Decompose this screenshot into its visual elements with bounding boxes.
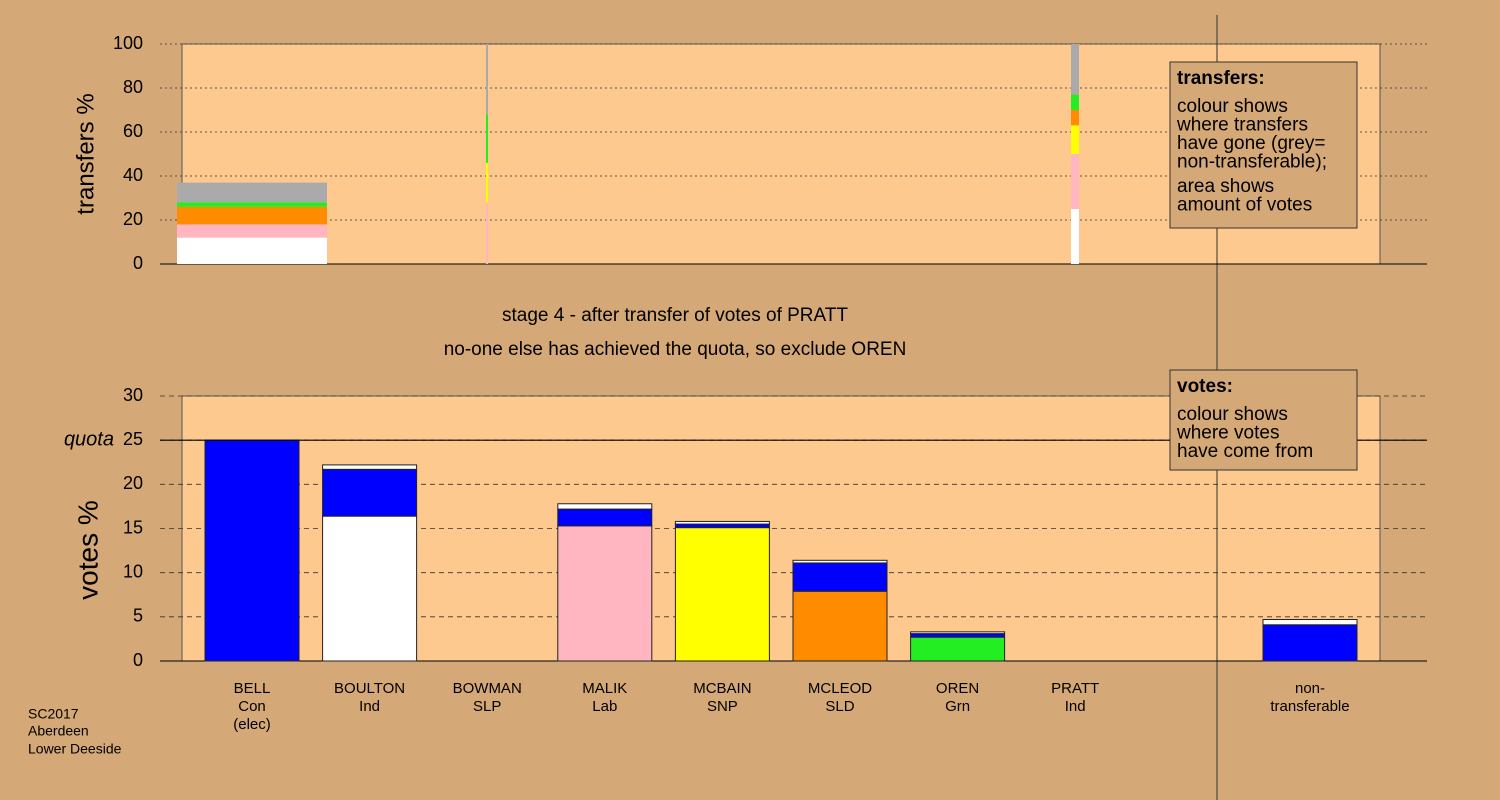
y-tick-label: 20 — [123, 473, 143, 493]
bar-segment — [1262, 618, 1358, 626]
bar-segment — [486, 162, 488, 203]
footer: Lower Deeside — [28, 741, 122, 757]
y-tick-label: 15 — [123, 517, 143, 537]
x-tick-label: BELL — [234, 680, 271, 697]
x-tick-label: Ind — [359, 698, 380, 715]
x-tick-label: SLD — [825, 698, 854, 715]
bar-segment — [486, 44, 488, 115]
y-tick-label: 60 — [123, 121, 143, 141]
note-text: colour shows — [1177, 404, 1288, 425]
bar-segment — [557, 508, 653, 527]
x-tick-label: Lab — [592, 698, 617, 715]
x-tick-label: PRATT — [1051, 680, 1099, 697]
note-title: votes: — [1177, 376, 1233, 397]
x-tick-label: MCLEOD — [808, 680, 872, 697]
x-tick-label: Ind — [1065, 698, 1086, 715]
y-axis-label: votes % — [72, 500, 103, 600]
footer: SC2017 — [28, 706, 79, 722]
bar-segment — [1071, 110, 1079, 126]
note-text: where transfers — [1176, 115, 1308, 136]
x-tick-label: MALIK — [582, 680, 627, 697]
subtitle: stage 4 - after transfer of votes of PRA… — [502, 305, 848, 326]
note-text: amount of votes — [1177, 195, 1312, 216]
bar-segment — [1071, 154, 1079, 209]
bar-segment — [792, 562, 888, 592]
note-text: colour shows — [1177, 96, 1288, 117]
footer: Aberdeen — [28, 723, 89, 739]
bar-segment — [322, 515, 418, 662]
x-tick-label: BOWMAN — [453, 680, 522, 697]
note-box — [1169, 61, 1358, 229]
bar-segment — [486, 202, 488, 264]
x-tick-label: SLP — [473, 698, 501, 715]
bar-segment — [177, 206, 327, 225]
note-text: area shows — [1177, 176, 1274, 197]
note-title: transfers: — [1177, 68, 1265, 89]
bar-segment — [322, 464, 418, 470]
note-box — [1169, 369, 1358, 471]
y-tick-label: 100 — [113, 33, 143, 53]
bar-segment — [177, 237, 327, 264]
bar-segment — [674, 520, 770, 525]
bar-segment — [486, 114, 488, 163]
x-tick-label: Grn — [945, 698, 970, 715]
x-tick-label: SNP — [707, 698, 738, 715]
bar-segment — [1071, 44, 1079, 95]
quota-label: quota — [64, 428, 114, 450]
bar-segment — [1071, 94, 1079, 110]
y-tick-label: 80 — [123, 77, 143, 97]
x-tick-label: non- — [1295, 680, 1325, 697]
y-axis-label: transfers % — [72, 93, 99, 214]
note-text: have gone (grey= — [1177, 133, 1325, 154]
bar-segment — [910, 636, 1006, 662]
bar-segment — [910, 631, 1006, 635]
bar-segment — [1071, 209, 1079, 264]
y-tick-label: 0 — [133, 253, 143, 273]
bar-segment — [674, 527, 770, 662]
bar-segment — [1071, 125, 1079, 154]
note-text: non-transferable); — [1177, 152, 1327, 173]
x-tick-label: transferable — [1270, 698, 1349, 715]
y-tick-label: 10 — [123, 561, 143, 581]
bar-segment — [177, 202, 327, 207]
x-tick-label: BOULTON — [334, 680, 405, 697]
x-tick-label: OREN — [936, 680, 979, 697]
subtitle: no-one else has achieved the quota, so e… — [444, 339, 907, 360]
bar-segment — [204, 439, 300, 662]
y-tick-label: 0 — [133, 650, 143, 670]
x-tick-label: (elec) — [233, 716, 271, 733]
bar-segment — [177, 182, 327, 203]
bar-segment — [792, 559, 888, 564]
bar-segment — [322, 468, 418, 517]
note-text: have come from — [1177, 441, 1313, 462]
bar-segment — [674, 523, 770, 529]
bar-segment — [557, 503, 653, 510]
x-tick-label: Con — [238, 698, 266, 715]
y-tick-label: 30 — [123, 385, 143, 405]
bar-segment — [1262, 624, 1358, 662]
x-tick-label: MCBAIN — [693, 680, 751, 697]
bar-segment — [177, 224, 327, 238]
note-text: where votes — [1176, 423, 1279, 444]
y-tick-label: 40 — [123, 165, 143, 185]
bar-segment — [910, 633, 1006, 638]
bar-segment — [557, 525, 653, 662]
y-tick-label: 20 — [123, 209, 143, 229]
y-tick-label: 25 — [123, 429, 143, 449]
bar-segment — [792, 590, 888, 662]
y-tick-label: 5 — [133, 606, 143, 626]
